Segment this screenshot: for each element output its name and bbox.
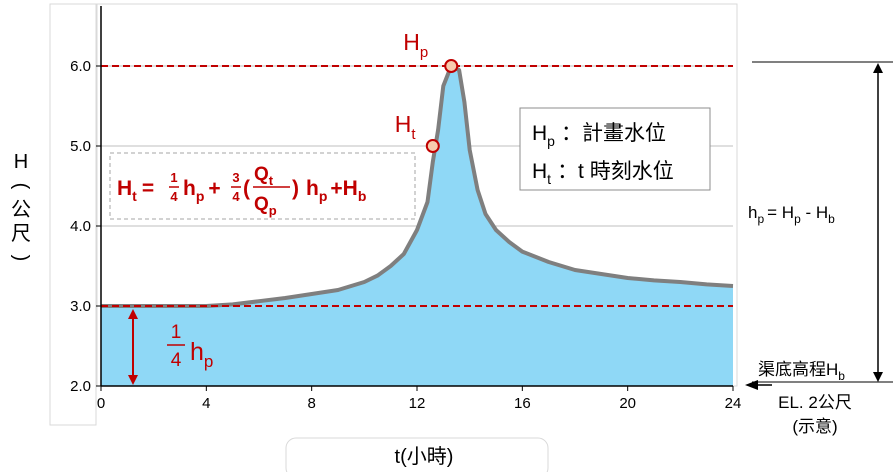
svg-text:4: 4	[170, 189, 178, 204]
formula-box	[109, 152, 416, 220]
y-axis-label-char-2: 公	[11, 199, 31, 221]
legend-hp: Hp ：計畫水位	[532, 122, 666, 149]
svg-text:Ht=: Ht =	[117, 177, 154, 204]
reference-lines	[101, 65, 733, 307]
y-axis-label-char-0: H	[14, 151, 28, 173]
legend-box	[519, 107, 711, 191]
y-axis-label-char-4: )	[10, 255, 32, 262]
svg-text:hp+Hb: hp +Hb	[306, 177, 366, 204]
svg-text:1: 1	[170, 170, 177, 185]
x-tick-labels: 0 4 8 12 16 20 24	[97, 395, 742, 412]
water-level-curve	[101, 64, 734, 308]
hp-arrowhead-down	[873, 372, 883, 382]
svg-text:Qp: Qp	[254, 194, 277, 218]
x-tick-label-0: 0	[97, 395, 105, 412]
point-label-Ht: Ht	[395, 111, 417, 143]
x-axis-label: t(小時)	[395, 445, 454, 468]
svg-text:4: 4	[232, 189, 240, 204]
y-axis-label-char-3: 尺	[11, 223, 31, 245]
svg-text:3: 3	[232, 170, 239, 185]
y-tick-label-0: 2.0	[70, 378, 91, 395]
x-tick-label-5: 20	[619, 395, 636, 412]
svg-text:1: 1	[171, 322, 182, 343]
schematic-note: (示意)	[792, 417, 837, 436]
y-tick-label-2: 4.0	[70, 218, 91, 235]
legend-ht: Ht ：t 時刻水位	[532, 160, 674, 187]
svg-text:): )	[292, 177, 299, 200]
svg-text:hp+: hp +	[183, 177, 221, 204]
svg-text:Qt: Qt	[254, 164, 274, 188]
key-points: Hp Ht	[395, 29, 459, 153]
svg-text:(: (	[243, 177, 250, 200]
base-pointer-arrowhead	[745, 380, 758, 390]
xlabel-frame	[285, 437, 549, 472]
svg-text:hp: hp	[190, 338, 213, 371]
base-elevation-label: 渠底高程Hb	[758, 360, 845, 383]
x-tick-label-2: 8	[307, 395, 315, 412]
x-tick-label-1: 4	[202, 395, 210, 412]
y-tick-label-4: 6.0	[70, 58, 91, 75]
hp-arrowhead-up	[873, 63, 883, 73]
y-tick-label-1: 3.0	[70, 298, 91, 315]
y-axis-frame	[49, 3, 97, 426]
point-marker-Ht	[425, 139, 440, 153]
quarter-hp-label: 1 4 hp	[167, 322, 213, 371]
point-label-Hp: Hp	[403, 29, 428, 61]
quarter-hp-arrowhead-up	[128, 309, 138, 319]
x-tick-label-3: 12	[409, 395, 426, 412]
formula: Ht = 1 4 hp + 3 4 ( Qt Qp ) hp +Hb	[117, 164, 366, 218]
svg-text:4: 4	[171, 350, 182, 371]
y-tick-labels: 2.0 3.0 4.0 5.0 6.0	[70, 58, 91, 395]
x-tick-label-4: 16	[514, 395, 531, 412]
x-tick-label-6: 24	[725, 395, 742, 412]
axes	[96, 6, 734, 391]
point-marker-Hp	[444, 59, 459, 73]
y-tick-label-3: 5.0	[70, 138, 91, 155]
el-label: EL. 2公尺	[778, 393, 852, 412]
hp-definition: hp = Hp - Hb	[748, 203, 835, 226]
y-axis-label: H ( 公尺)	[10, 151, 32, 261]
y-axis-label-char-1: (	[10, 183, 32, 190]
quarter-hp-arrowhead-down	[128, 375, 138, 385]
